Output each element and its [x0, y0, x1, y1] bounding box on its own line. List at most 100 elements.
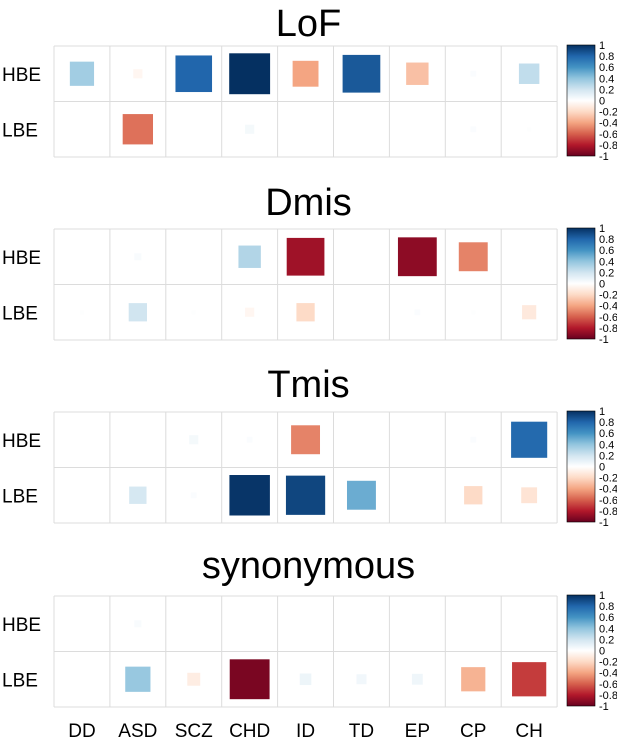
cell-square-LBE-CP: [461, 667, 486, 692]
column-label: CP: [460, 721, 486, 742]
colorbar-tick-label: 0.4: [599, 439, 614, 451]
cell-square-HBE-CH: [511, 421, 548, 458]
colorbar-tick-label: 0.8: [599, 51, 614, 63]
column-label: DD: [68, 721, 95, 742]
colorbar-tick-label: 0.2: [599, 267, 614, 279]
column-label: ASD: [118, 721, 157, 742]
cell-square-HBE-ID: [286, 237, 325, 276]
cell-square-LBE-CP: [471, 310, 476, 315]
panel-2: Tmis HBE LBE 10.80.60.40.20-0.2-0.4-0.6-0.8…: [2, 364, 617, 529]
colorbar-tick-label: -0.2: [599, 107, 617, 119]
colorbar: [566, 227, 596, 340]
cell-square-LBE-CHD: [245, 307, 255, 317]
cell-square-LBE-ASD: [128, 303, 147, 322]
row-label: HBE: [2, 431, 41, 452]
cell-square-HBE-CP: [470, 70, 477, 77]
cell-square-LBE-ID: [285, 475, 326, 515]
column-label: CH: [515, 721, 542, 742]
panel-title: synonymous: [202, 545, 415, 587]
column-label: CHD: [229, 721, 270, 742]
cell-square-LBE-EP: [414, 309, 421, 316]
cell-square-LBE-SCZ: [191, 310, 196, 315]
colorbar-tick-label: 0: [599, 646, 605, 658]
cell-square-HBE-EP: [406, 62, 429, 85]
cell-square-LBE-TD: [356, 674, 367, 685]
cell-square-LBE-DD: [79, 310, 84, 315]
colorbar-tick-label: 0.6: [599, 428, 614, 440]
colorbar-tick-label: 0.6: [599, 62, 614, 74]
cell-square-HBE-CH: [518, 63, 540, 84]
colorbar-tick-label: -1: [599, 701, 609, 713]
colorbar-tick-label: 0.2: [599, 634, 614, 646]
colorbar-tick-label: -0.8: [599, 323, 617, 335]
cell-square-HBE-CP: [470, 436, 477, 443]
cell-square-HBE-CHD: [238, 245, 261, 268]
cell-square-LBE-CHD: [245, 124, 255, 134]
panel-1: Dmis HBE LBE 10.80.60.40.20-0.2-0.4-0.6-0.8…: [2, 182, 617, 346]
panel-0: LoF HBE LBE 10.80.60.40.20-0.2-0.4-0.6-0.8-…: [2, 3, 617, 163]
colorbar-tick-label: -0.6: [599, 679, 617, 691]
cell-square-HBE-DD: [69, 61, 95, 86]
cell-square-LBE-CH: [522, 305, 537, 320]
cell-square-LBE-ASD: [129, 486, 147, 504]
cell-square-HBE-ASD: [134, 620, 142, 628]
row-label: LBE: [2, 120, 38, 141]
row-label: LBE: [2, 670, 38, 691]
panel-title: Tmis: [267, 364, 349, 406]
cell-square-LBE-ID: [299, 673, 312, 686]
cell-square-HBE-CHD: [229, 53, 271, 95]
column-label: TD: [349, 721, 374, 742]
cell-square-LBE-CH: [512, 662, 547, 697]
cell-square-HBE-SCZ: [189, 435, 199, 445]
cell-square-LBE-CHD: [229, 659, 270, 700]
colorbar-tick-label: 0.8: [599, 601, 614, 613]
cell-square-HBE-CHD: [246, 436, 253, 443]
colorbar: [566, 410, 596, 523]
cell-square-LBE-ASD: [122, 114, 154, 145]
colorbar-tick-label: 0.8: [599, 417, 614, 429]
cell-square-LBE-CHD: [229, 475, 270, 516]
colorbar-tick-label: 0.6: [599, 245, 614, 257]
cell-square-HBE-SCZ: [175, 55, 213, 93]
colorbar-tick-label: 1: [599, 406, 605, 418]
column-label: SCZ: [175, 721, 213, 742]
cell-square-LBE-CH: [521, 487, 538, 504]
column-label: EP: [405, 721, 430, 742]
row-label: LBE: [2, 486, 38, 507]
cell-square-LBE-CH: [527, 127, 532, 132]
colorbar-tick-label: -0.4: [599, 484, 617, 496]
colorbar-tick-label: 0.4: [599, 73, 614, 85]
colorbar-tick-label: -0.6: [599, 495, 617, 507]
colorbar-tick-label: -0.6: [599, 312, 617, 324]
colorbar-tick-label: 1: [599, 590, 605, 602]
colorbar-tick-label: -0.2: [599, 657, 617, 669]
cell-square-HBE-ID: [291, 425, 321, 455]
cell-square-HBE-ID: [292, 60, 319, 87]
cell-square-LBE-ID: [296, 303, 315, 322]
row-label: HBE: [2, 615, 41, 636]
cell-square-HBE-TD: [342, 54, 381, 93]
colorbar: [566, 594, 596, 707]
column-label: ID: [296, 721, 315, 742]
cell-square-HBE-CP: [458, 242, 488, 272]
row-label: LBE: [2, 303, 38, 324]
colorbar-tick-label: 0.4: [599, 256, 614, 268]
colorbar-tick-label: -0.4: [599, 118, 617, 130]
cell-square-LBE-TD: [346, 480, 376, 510]
cell-square-LBE-SCZ: [190, 492, 197, 499]
colorbar-tick-label: 0.2: [599, 84, 614, 96]
colorbar-tick-label: 0.4: [599, 623, 614, 635]
cell-square-LBE-EP: [411, 673, 423, 685]
row-label: HBE: [2, 65, 41, 86]
cell-square-LBE-CP: [464, 486, 483, 505]
colorbar-tick-label: -0.8: [599, 506, 617, 518]
colorbar-tick-label: 0.6: [599, 612, 614, 624]
colorbar: [566, 44, 596, 157]
colorbar-tick-label: -0.6: [599, 129, 617, 141]
colorbar-tick-label: -0.4: [599, 668, 617, 680]
panel-title: Dmis: [265, 182, 352, 224]
colorbar-tick-label: 1: [599, 223, 605, 235]
colorbar-tick-label: 0: [599, 462, 605, 474]
row-label: HBE: [2, 248, 41, 269]
